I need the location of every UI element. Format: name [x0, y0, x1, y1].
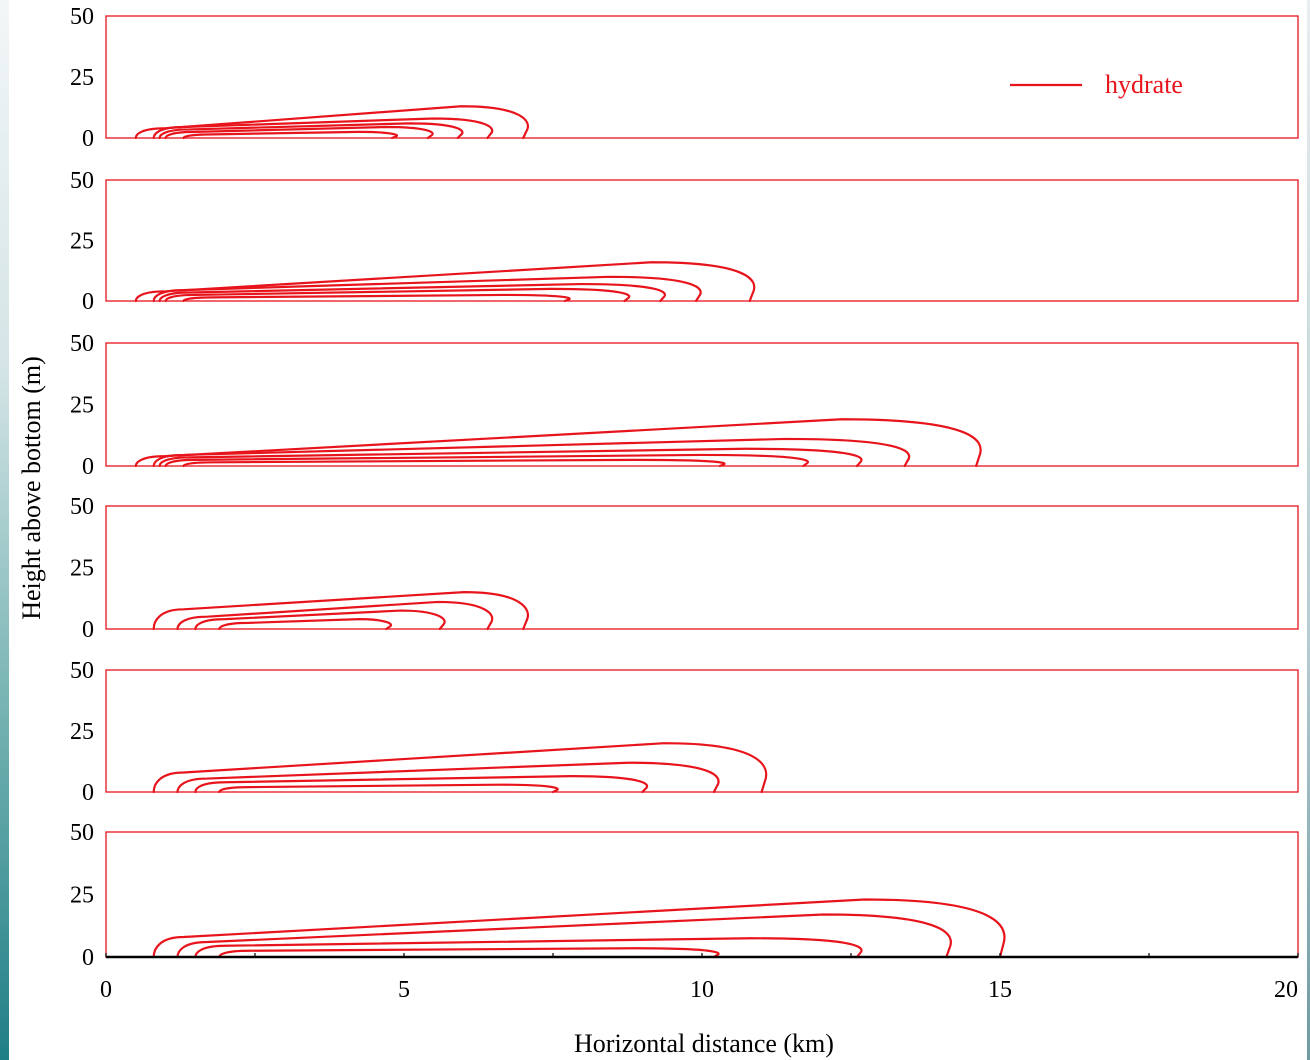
hydrate-contour: [164, 287, 631, 303]
hydrate-contour: [152, 275, 702, 303]
panel-6: 0 25 50: [70, 820, 1299, 971]
hydrate-contour: [182, 458, 726, 468]
x-tick-label: 5: [398, 977, 410, 1003]
hydrate-contour: [176, 600, 494, 631]
y-tick-label: 25: [70, 65, 94, 91]
right-decorative-strip: [1307, 0, 1310, 1060]
y-tick-label: 0: [82, 289, 94, 315]
panel-frame: [105, 669, 1299, 793]
hydrate-contour: [164, 453, 809, 468]
hydrate-contour: [182, 130, 398, 140]
y-axis-label: Height above bottom (m): [17, 356, 46, 620]
y-tick-label: 50: [70, 494, 94, 520]
hydrate-contour: [158, 282, 666, 303]
hydrate-contour: [194, 775, 649, 794]
y-tick-label: 25: [70, 883, 94, 909]
hydrate-contour: [218, 618, 392, 631]
x-tick-label: 0: [100, 977, 112, 1003]
hydrate-contour: [134, 418, 982, 468]
panel-frame: [105, 179, 1299, 302]
panel-2: 0 25 50: [70, 168, 1299, 315]
hydrate-contour: [164, 125, 434, 140]
hydrate-contour: [152, 437, 911, 468]
hydrate-contour: [158, 447, 863, 468]
y-tick-label: 0: [82, 617, 94, 643]
hydrate-contour: [176, 761, 720, 794]
x-tick-label: 15: [988, 977, 1012, 1003]
y-tick-label: 0: [82, 126, 94, 152]
hydrate-contour: [176, 913, 952, 959]
x-tick-label: 20: [1274, 977, 1298, 1003]
hydrate-contour: [194, 609, 446, 631]
x-axis-label: Horizontal distance (km): [574, 1029, 834, 1058]
panels-layer: 0 25 50 0 25 50 0 25 50 0 25 50 0 25 50 0 25 50: [70, 4, 1299, 971]
left-decorative-strip: [0, 0, 9, 1060]
y-tick-label: 50: [70, 4, 94, 30]
y-tick-label: 50: [70, 658, 94, 684]
y-tick-label: 25: [70, 556, 94, 582]
hydrate-contour: [194, 937, 863, 959]
hydrate-contour: [158, 122, 464, 140]
hydrate-contour: [152, 742, 768, 794]
panel-1: 0 25 50: [70, 4, 1299, 152]
y-tick-label: 25: [70, 229, 94, 255]
hydrate-contour: [152, 898, 1006, 959]
panel-frame: [105, 342, 1299, 467]
hydrate-contour: [218, 783, 559, 794]
hydrate-contour: [152, 591, 529, 631]
panel-frame: [105, 505, 1299, 630]
y-tick-label: 0: [82, 454, 94, 480]
hydrate-contour: [134, 261, 756, 303]
x-tick-label: 10: [690, 977, 714, 1003]
legend-label: hydrate: [1105, 70, 1183, 99]
y-tick-label: 0: [82, 945, 94, 971]
y-tick-label: 25: [70, 719, 94, 745]
y-tick-label: 25: [70, 393, 94, 419]
x-axis: 0 5 10 15 20: [100, 953, 1299, 1003]
y-tick-label: 50: [70, 168, 94, 194]
hydrate-contour: [134, 105, 529, 140]
legend: hydrate: [1010, 70, 1183, 99]
hydrate-contour: [182, 293, 571, 303]
panel-3: 0 25 50: [70, 331, 1299, 480]
hydrate-contour: [218, 947, 720, 959]
y-tick-label: 50: [70, 820, 94, 846]
panel-5: 0 25 50: [70, 658, 1299, 806]
y-tick-label: 0: [82, 780, 94, 806]
y-tick-label: 50: [70, 331, 94, 357]
panel-frame: [105, 15, 1299, 139]
hydrate-contour: [152, 117, 494, 140]
panel-4: 0 25 50: [70, 494, 1299, 643]
